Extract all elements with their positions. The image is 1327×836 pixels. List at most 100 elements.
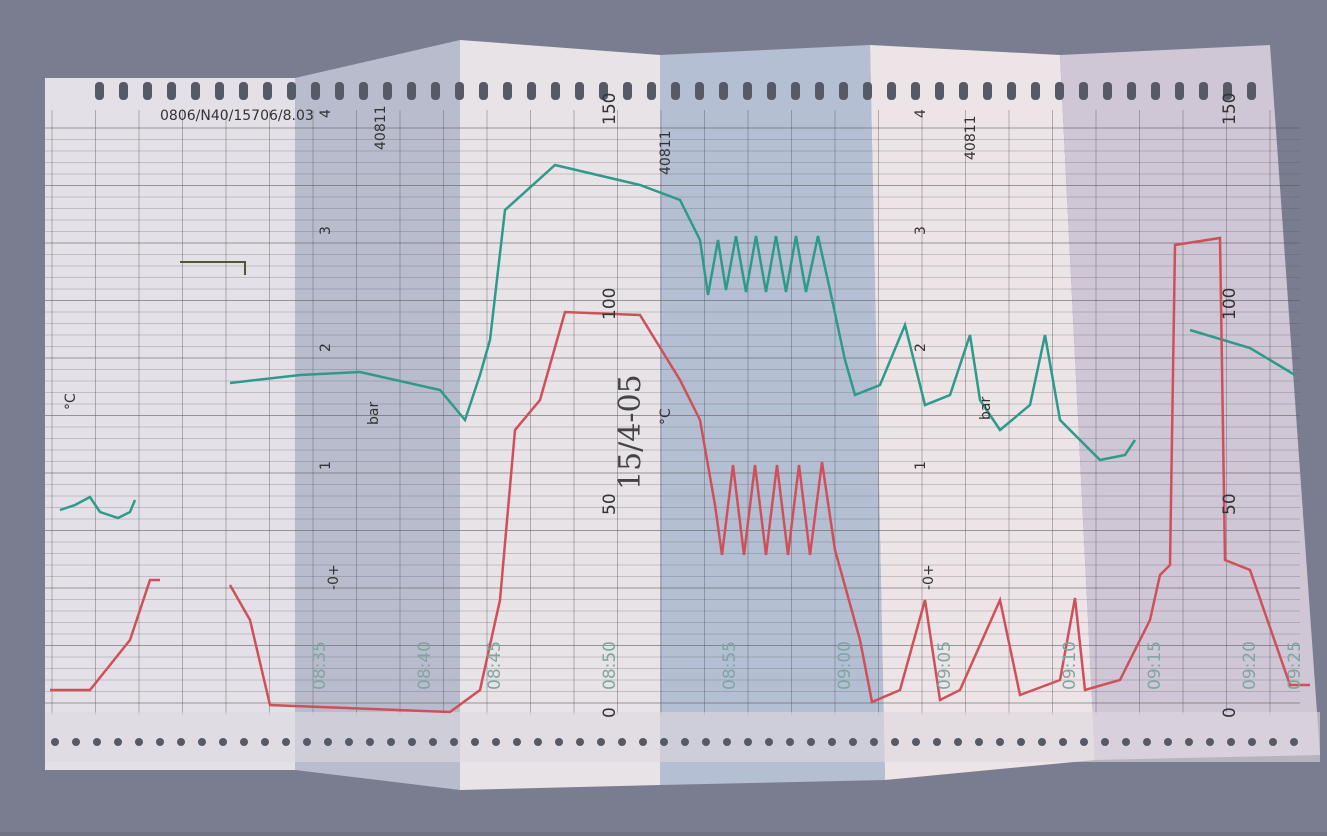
hole [954, 738, 962, 746]
hole [870, 738, 878, 746]
serial: 40811 [658, 130, 674, 175]
hole [408, 738, 416, 746]
hole [1080, 738, 1088, 746]
temperature-trace [50, 236, 1310, 714]
pressure-scale-label: 3 [913, 226, 929, 235]
hole [723, 738, 731, 746]
hole [912, 738, 920, 746]
time-mark: 09:00 [835, 641, 855, 690]
time-mark: 09:15 [1145, 641, 1165, 690]
chart-grid [45, 110, 1320, 762]
pressure-scale-label: 2 [913, 343, 929, 352]
hole [215, 82, 224, 100]
hole [1290, 738, 1298, 746]
panel [45, 78, 295, 770]
hole [198, 738, 206, 746]
hole [335, 82, 344, 100]
hole [114, 738, 122, 746]
temperature-unit: °C [63, 393, 79, 410]
paper-code: 0806/N40/15706/8.03 [160, 108, 314, 124]
hole [135, 738, 143, 746]
hole [1007, 82, 1016, 100]
hole [828, 738, 836, 746]
pressure-unit: bar [366, 402, 382, 425]
hole [282, 738, 290, 746]
hole [263, 82, 272, 100]
hole [1059, 738, 1067, 746]
hole [983, 82, 992, 100]
hole [177, 738, 185, 746]
hole [1185, 738, 1193, 746]
hole [702, 738, 710, 746]
hole [996, 738, 1004, 746]
hole [744, 738, 752, 746]
temperature-scale-label: 100 [1220, 288, 1240, 320]
printed-labels: 0806/N40/15706/8.03 40811 40811 40811 ba… [63, 93, 1305, 718]
hole [891, 738, 899, 746]
hole [975, 738, 983, 746]
hole [887, 82, 896, 100]
hole [191, 82, 200, 100]
hole [387, 738, 395, 746]
hole [1164, 738, 1172, 746]
temperature-scale-label: 0 [600, 707, 620, 718]
pressure-scale-label: 2 [318, 343, 334, 352]
hole [239, 82, 248, 100]
pressure-scale-label: 1 [913, 461, 929, 470]
hole [1227, 738, 1235, 746]
temperature-scale-label: 50 [1220, 493, 1240, 515]
hole [1248, 738, 1256, 746]
hole [575, 82, 584, 100]
time-mark: 08:50 [600, 641, 620, 690]
hole [450, 738, 458, 746]
hole [1269, 738, 1277, 746]
hole [623, 82, 632, 100]
pressure-scale-label: -0+ [921, 564, 937, 590]
hole [767, 82, 776, 100]
hole [576, 738, 584, 746]
hole [366, 738, 374, 746]
hole [911, 82, 920, 100]
hole [95, 82, 104, 100]
temperature-scale-label: 0 [1220, 707, 1240, 718]
time-mark: 09:20 [1240, 641, 1260, 690]
hole [1079, 82, 1088, 100]
handwritten-note: 15/4-05 [613, 374, 648, 490]
serial: 40811 [963, 115, 979, 160]
hole [1101, 738, 1109, 746]
hole [471, 738, 479, 746]
temperature-scale-label: 100 [600, 288, 620, 320]
hole [93, 738, 101, 746]
hole [743, 82, 752, 100]
hole [660, 738, 668, 746]
pressure-scale-label: 4 [913, 109, 929, 118]
hole [359, 82, 368, 100]
time-mark: 08:55 [720, 641, 740, 690]
hole [479, 82, 488, 100]
hole [1151, 82, 1160, 100]
hole [933, 738, 941, 746]
hole [303, 738, 311, 746]
hole [1175, 82, 1184, 100]
hole [219, 738, 227, 746]
hole [551, 82, 560, 100]
pressure-scale-label: 4 [318, 109, 334, 118]
hole [1103, 82, 1112, 100]
hole [1247, 82, 1256, 100]
temperature-scale-label: 150 [600, 93, 620, 125]
hole [240, 738, 248, 746]
hole [1038, 738, 1046, 746]
pressure-scale-label: 3 [318, 226, 334, 235]
hole [119, 82, 128, 100]
hole [72, 738, 80, 746]
hole [555, 738, 563, 746]
time-mark: 09:05 [935, 641, 955, 690]
time-mark: 08:45 [485, 641, 505, 690]
hole [534, 738, 542, 746]
temperature-scale-label: 50 [600, 493, 620, 515]
hole [51, 738, 59, 746]
hole [311, 82, 320, 100]
sprocket-strip [45, 712, 1320, 762]
hole [791, 82, 800, 100]
hole [935, 82, 944, 100]
